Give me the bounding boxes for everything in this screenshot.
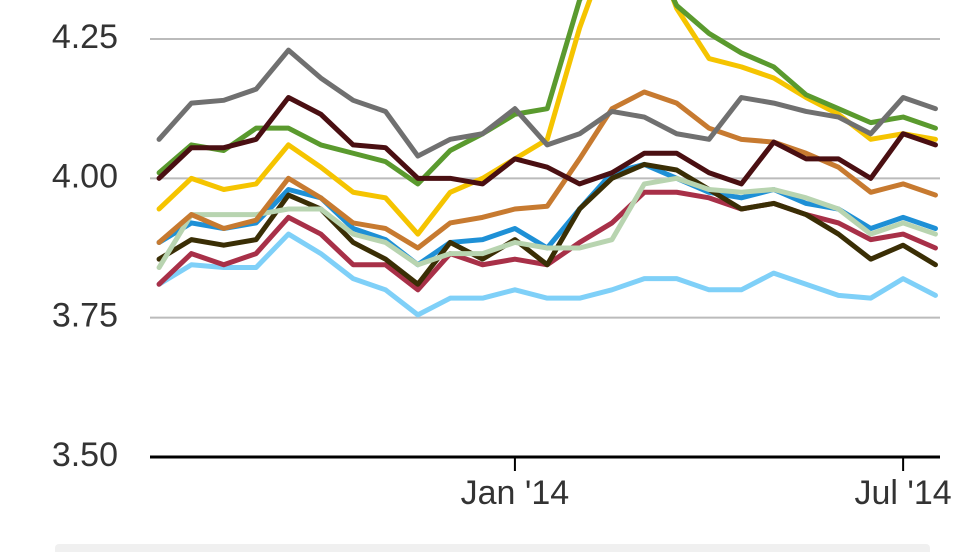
y-tick-label: 3.75 (52, 297, 118, 335)
series-line (156, 95, 938, 187)
series-line (156, 0, 938, 237)
series-line (156, 231, 938, 318)
x-tick-label: Jul '14 (855, 474, 952, 512)
series-line (156, 175, 938, 271)
y-tick-label: 3.50 (52, 436, 118, 474)
footer-panel (55, 544, 930, 552)
axes: 3.50 3.75 4.00 4.25 Jan '14 Jul '14 (52, 18, 952, 512)
series-line (156, 161, 938, 287)
series-line (156, 0, 938, 187)
y-tick-label: 4.00 (52, 157, 118, 195)
x-tick-label: Jan '14 (461, 474, 570, 512)
y-tick-label: 4.25 (52, 18, 118, 56)
plot-area (156, 0, 938, 318)
series-line (156, 89, 938, 251)
series-line (156, 47, 938, 159)
